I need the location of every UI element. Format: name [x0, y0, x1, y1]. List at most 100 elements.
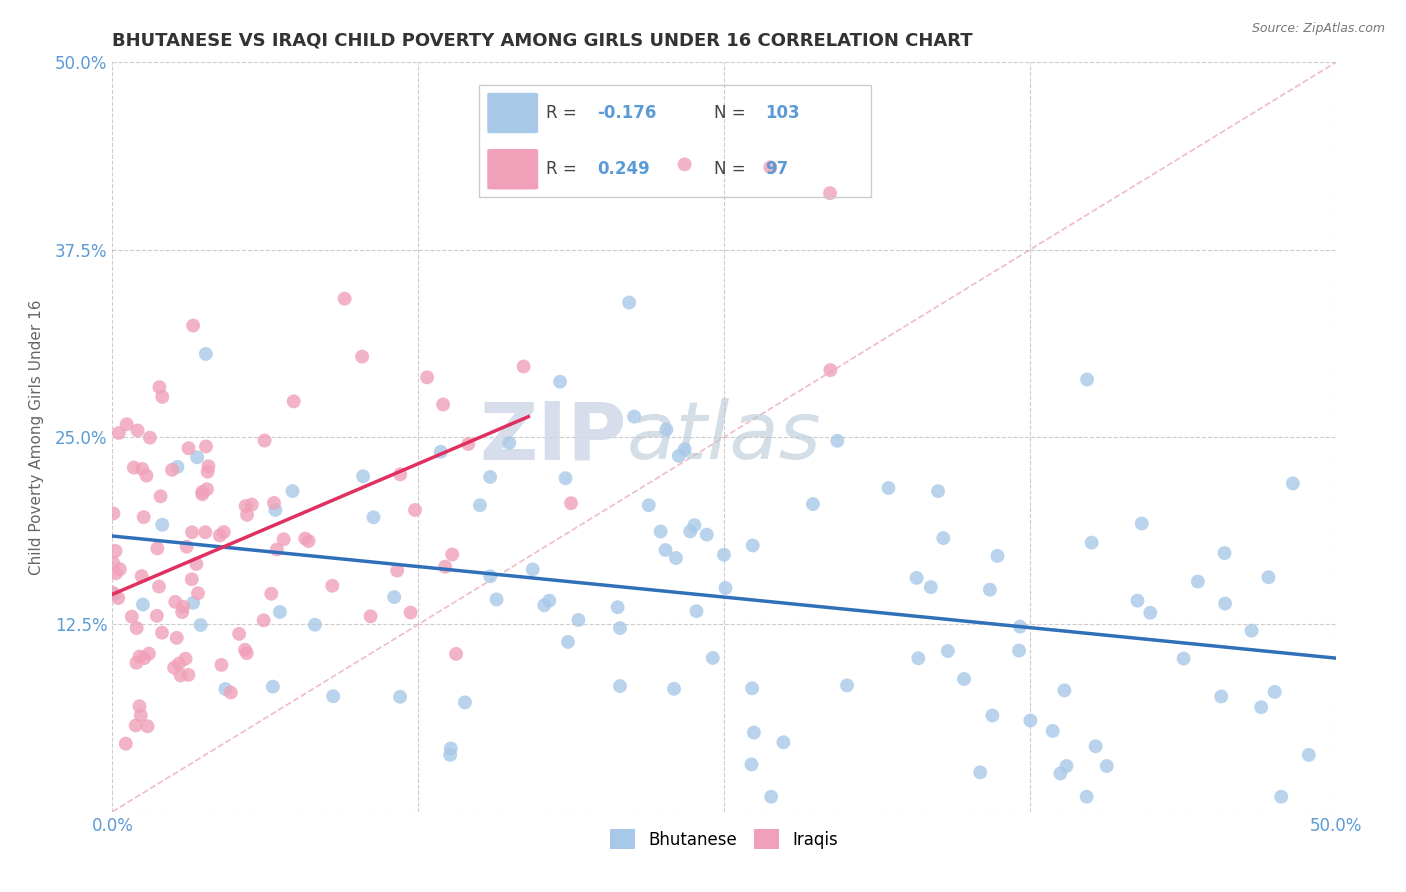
- Point: [538, 593, 561, 607]
- Point: [827, 434, 849, 448]
- Point: [1056, 759, 1078, 773]
- Point: [195, 440, 218, 454]
- Point: [352, 469, 374, 483]
- Point: [214, 681, 236, 696]
- Point: [127, 424, 149, 438]
- Point: [132, 510, 155, 524]
- Point: [434, 559, 457, 574]
- Point: [1042, 723, 1064, 738]
- Point: [253, 434, 276, 448]
- Point: [174, 651, 197, 665]
- Point: [104, 544, 127, 558]
- Point: [907, 651, 929, 665]
- Point: [352, 350, 374, 364]
- Point: [169, 668, 191, 682]
- Point: [606, 600, 628, 615]
- Point: [1282, 476, 1305, 491]
- Point: [219, 685, 242, 699]
- Point: [132, 598, 155, 612]
- Text: ZIP: ZIP: [479, 398, 626, 476]
- Point: [209, 657, 232, 672]
- Point: [131, 462, 153, 476]
- Point: [533, 599, 555, 613]
- Point: [233, 642, 256, 657]
- Point: [932, 531, 955, 545]
- Point: [122, 460, 145, 475]
- Point: [441, 548, 464, 562]
- Point: [1008, 643, 1031, 657]
- Point: [191, 487, 214, 501]
- Point: [103, 587, 125, 601]
- Point: [262, 680, 284, 694]
- Point: [522, 562, 544, 576]
- Point: [654, 543, 676, 558]
- Point: [138, 647, 160, 661]
- Point: [801, 497, 824, 511]
- Point: [454, 695, 477, 709]
- Point: [1084, 739, 1107, 754]
- Point: [389, 467, 412, 482]
- Point: [741, 681, 763, 696]
- Point: [655, 422, 678, 436]
- Point: [623, 409, 645, 424]
- Point: [197, 465, 219, 479]
- Point: [253, 613, 276, 627]
- Point: [1076, 372, 1098, 386]
- Point: [281, 483, 304, 498]
- Point: [321, 579, 343, 593]
- Point: [235, 499, 257, 513]
- Point: [125, 656, 148, 670]
- Point: [135, 468, 157, 483]
- Point: [166, 459, 188, 474]
- Point: [979, 582, 1001, 597]
- Point: [404, 503, 426, 517]
- Point: [167, 657, 190, 671]
- Point: [114, 737, 136, 751]
- Point: [560, 496, 582, 510]
- Text: BHUTANESE VS IRAQI CHILD POVERTY AMONG GIRLS UNDER 16 CORRELATION CHART: BHUTANESE VS IRAQI CHILD POVERTY AMONG G…: [112, 32, 973, 50]
- Point: [399, 606, 422, 620]
- Point: [877, 481, 900, 495]
- Point: [1213, 597, 1236, 611]
- Point: [1240, 624, 1263, 638]
- Point: [148, 580, 170, 594]
- Point: [668, 449, 690, 463]
- Point: [177, 441, 200, 455]
- Point: [662, 681, 685, 696]
- Point: [637, 498, 659, 512]
- Point: [382, 590, 405, 604]
- Point: [609, 679, 631, 693]
- Point: [905, 571, 928, 585]
- Point: [228, 627, 250, 641]
- Point: [1173, 651, 1195, 665]
- Point: [1211, 690, 1233, 704]
- Point: [650, 524, 672, 539]
- Point: [554, 471, 576, 485]
- Point: [387, 564, 409, 578]
- Point: [953, 672, 976, 686]
- Point: [609, 621, 631, 635]
- Point: [150, 390, 173, 404]
- Point: [148, 380, 170, 394]
- Point: [139, 431, 162, 445]
- Point: [108, 562, 131, 576]
- Point: [181, 318, 204, 333]
- Point: [131, 569, 153, 583]
- Point: [557, 635, 579, 649]
- Point: [683, 518, 706, 533]
- Point: [512, 359, 534, 374]
- Point: [125, 621, 148, 635]
- Point: [273, 533, 295, 547]
- Point: [190, 618, 212, 632]
- Point: [479, 470, 502, 484]
- Point: [1270, 789, 1292, 804]
- Point: [1076, 789, 1098, 804]
- Point: [181, 525, 204, 540]
- Point: [432, 397, 454, 411]
- Point: [129, 708, 152, 723]
- Point: [740, 757, 762, 772]
- Point: [981, 708, 1004, 723]
- Point: [1053, 683, 1076, 698]
- Point: [772, 735, 794, 749]
- Point: [163, 660, 186, 674]
